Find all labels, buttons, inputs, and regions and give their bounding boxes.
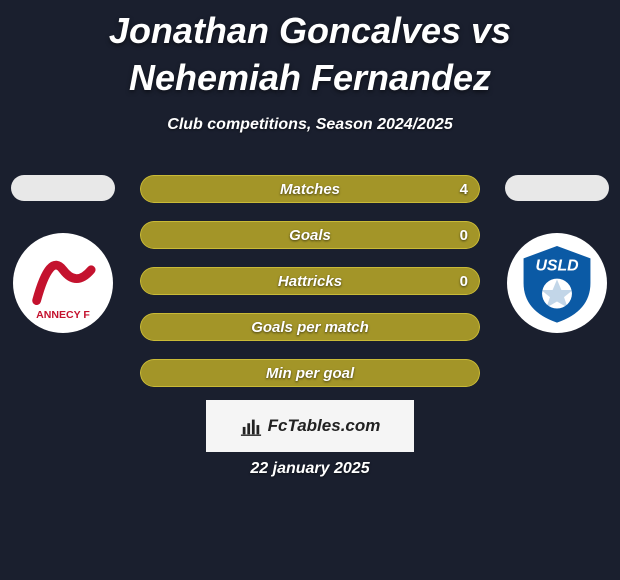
stat-row-hattricks: Hattricks 0: [140, 267, 480, 295]
stats-container: Matches 4 Goals 0 Hattricks 0 Goals per match M…: [140, 175, 480, 405]
stat-value-right: 0: [460, 273, 468, 290]
annecy-logo-icon: ANNECY F: [19, 239, 107, 327]
stat-row-min-per-goal: Min per goal: [140, 359, 480, 387]
svg-text:ANNECY F: ANNECY F: [36, 309, 90, 321]
stat-label: Goals per match: [251, 319, 369, 336]
right-player-pill: [505, 175, 609, 201]
bar-chart-icon: [240, 415, 262, 437]
right-club-logo: USLD: [507, 233, 607, 333]
footer-badge: FcTables.com: [206, 400, 414, 452]
footer-brand-text: FcTables.com: [268, 416, 381, 436]
subtitle: Club competitions, Season 2024/2025: [0, 116, 620, 134]
date-text: 22 january 2025: [0, 460, 620, 478]
stat-row-goals-per-match: Goals per match: [140, 313, 480, 341]
page-title: Jonathan Goncalves vs Nehemiah Fernandez: [0, 0, 620, 102]
left-player-pill: [11, 175, 115, 201]
left-player-column: ANNECY F: [8, 175, 118, 333]
usld-logo-icon: USLD: [513, 239, 601, 327]
stat-label: Goals: [289, 227, 331, 244]
stat-value-right: 4: [460, 181, 468, 198]
right-player-column: USLD: [502, 175, 612, 333]
svg-text:USLD: USLD: [535, 258, 578, 275]
stat-label: Min per goal: [266, 365, 354, 382]
left-club-logo: ANNECY F: [13, 233, 113, 333]
stat-row-goals: Goals 0: [140, 221, 480, 249]
stat-value-right: 0: [460, 227, 468, 244]
stat-label: Hattricks: [278, 273, 342, 290]
stat-row-matches: Matches 4: [140, 175, 480, 203]
stat-label: Matches: [280, 181, 340, 198]
